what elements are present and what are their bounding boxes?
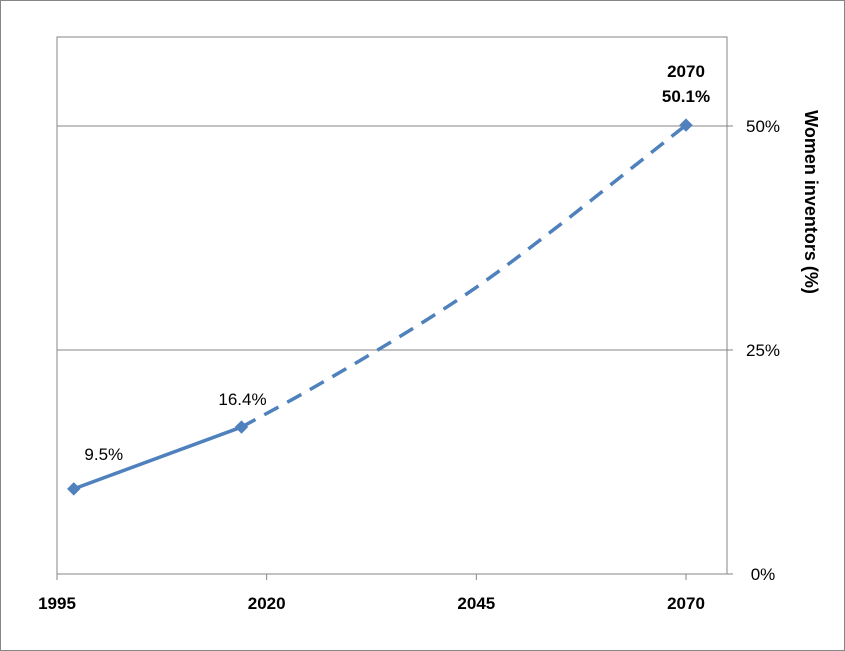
- series-line-projection: [240, 123, 688, 429]
- markers: [67, 118, 693, 496]
- x-tick-label: 2020: [248, 594, 286, 613]
- data-point-marker: [67, 482, 81, 496]
- data-point-marker: [679, 118, 693, 132]
- plot-area: [56, 36, 728, 575]
- x-tick-label: 2070: [667, 594, 705, 613]
- gridlines: [57, 125, 727, 351]
- series: [73, 123, 688, 491]
- data-label: 2070: [667, 62, 705, 81]
- data-label: 16.4%: [218, 390, 266, 409]
- axis-ticks: 0% 25% 50% 1995 2020 2045 2070: [38, 117, 780, 613]
- y-axis-title: Women inventors (%): [801, 110, 821, 294]
- y-tick-label: 0%: [751, 565, 776, 584]
- x-tick-label: 1995: [38, 594, 76, 613]
- series-line-observed: [73, 425, 243, 491]
- data-labels: 9.5% 16.4% 2070 50.1%: [84, 62, 710, 464]
- data-label: 9.5%: [84, 445, 123, 464]
- y-tick-label: 25%: [746, 341, 780, 360]
- x-tick-label: 2045: [457, 594, 495, 613]
- data-label: 50.1%: [662, 87, 710, 106]
- y-tick-label: 50%: [746, 117, 780, 136]
- data-point-marker: [234, 420, 249, 434]
